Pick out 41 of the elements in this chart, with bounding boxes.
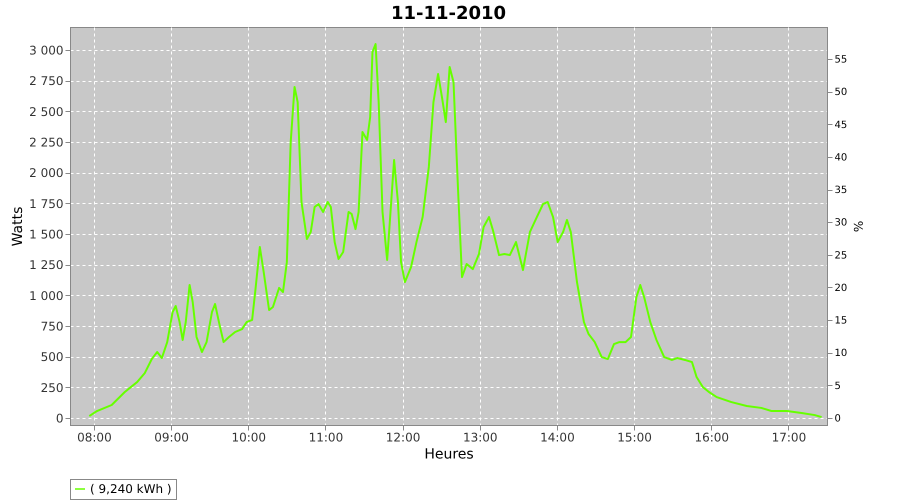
y2-tick-label: 0 [834, 414, 841, 425]
x-tick-label: 10:00 [231, 430, 266, 444]
y2-tick-label: 5 [834, 380, 841, 392]
y-tick-label: 250 [40, 380, 64, 395]
x-tick-label: 16:00 [694, 430, 730, 444]
y2-axis-title: % [851, 220, 866, 232]
y2-tick-label: 55 [834, 54, 848, 66]
x-tick-label: 13:00 [462, 430, 498, 444]
y2-tick-label: 30 [834, 218, 848, 229]
y2-tick-label: 35 [834, 185, 848, 196]
y2-tick-label: 25 [834, 250, 848, 262]
y-tick-label: 0 [56, 412, 64, 426]
y-tick-label: 500 [40, 350, 64, 364]
y2-tick-label: 50 [834, 87, 848, 98]
line-series [88, 43, 823, 418]
y-tick-label: 2 750 [29, 74, 64, 88]
x-tick-label: 14:00 [540, 430, 575, 444]
x-tick-label: 08:00 [77, 430, 112, 444]
x-tick-label: 11:00 [308, 430, 344, 444]
y2-tick-label: 45 [834, 120, 848, 131]
x-tick-label: 15:00 [617, 430, 652, 444]
y-tick-label: 2 500 [29, 104, 64, 119]
y-tick-label: 2 000 [29, 166, 64, 180]
chart-title: 11-11-2010 [390, 3, 506, 24]
x-tick-label: 17:00 [772, 430, 806, 444]
y2-tick-label: 10 [834, 348, 848, 360]
y-tick-label: 1 000 [29, 288, 64, 303]
y2-tick-label: 20 [834, 282, 848, 294]
y-axis-title: Watts [10, 206, 26, 246]
y-tick-label: 750 [40, 319, 64, 334]
y-tick-label: 1 500 [29, 227, 64, 242]
y-tick-label: 3 000 [29, 43, 64, 58]
x-tick-label: 12:00 [386, 430, 420, 444]
y2-tick-label: 15 [834, 316, 848, 327]
y2-tick-label: 40 [834, 152, 848, 164]
legend-label: ( 9,240 kWh ) [90, 482, 172, 496]
y-tick-label: 1 250 [29, 258, 64, 272]
x-axis-title: Heures [424, 446, 474, 462]
y-tick-label: 2 250 [29, 135, 64, 150]
y-tick-label: 1 750 [29, 196, 64, 211]
x-tick-label: 09:00 [154, 430, 189, 444]
